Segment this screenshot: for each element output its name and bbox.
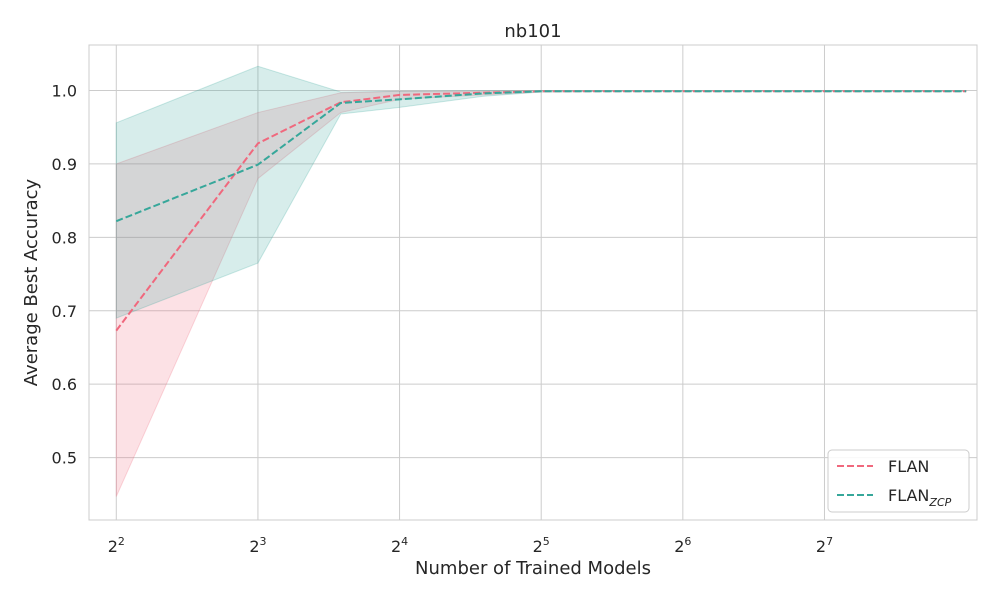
x-tick-labels: 22 23 24 25 26 27 — [108, 535, 833, 556]
x-tick-label: 24 — [391, 535, 408, 556]
y-tick-label: 0.9 — [52, 155, 77, 174]
x-tick-label: 27 — [816, 535, 833, 556]
x-tick-label: 26 — [674, 535, 691, 556]
y-axis-title: Average Best Accuracy — [21, 178, 42, 386]
y-tick-label: 0.6 — [52, 375, 77, 394]
y-tick-label: 1.0 — [52, 82, 77, 101]
grid — [89, 45, 977, 520]
chart-title: nb101 — [504, 21, 561, 42]
plot-frame — [88, 44, 978, 521]
y-tick-label: 0.8 — [52, 228, 77, 247]
y-tick-label: 0.5 — [52, 449, 77, 468]
x-axis-title: Number of Trained Models — [415, 558, 651, 579]
y-tick-label: 0.7 — [52, 302, 77, 321]
y-tick-labels: 0.5 0.6 0.7 0.8 0.9 1.0 — [52, 82, 77, 468]
legend-label-0: FLAN — [888, 457, 929, 476]
legend: FLAN FLANZCP — [827, 449, 970, 513]
x-tick-label: 22 — [108, 535, 125, 556]
legend-label-1: FLANZCP — [888, 486, 952, 509]
series-line-1 — [115, 90, 967, 223]
x-tick-label: 25 — [533, 535, 550, 556]
x-tick-label: 23 — [249, 535, 266, 556]
series-lines — [115, 90, 967, 332]
